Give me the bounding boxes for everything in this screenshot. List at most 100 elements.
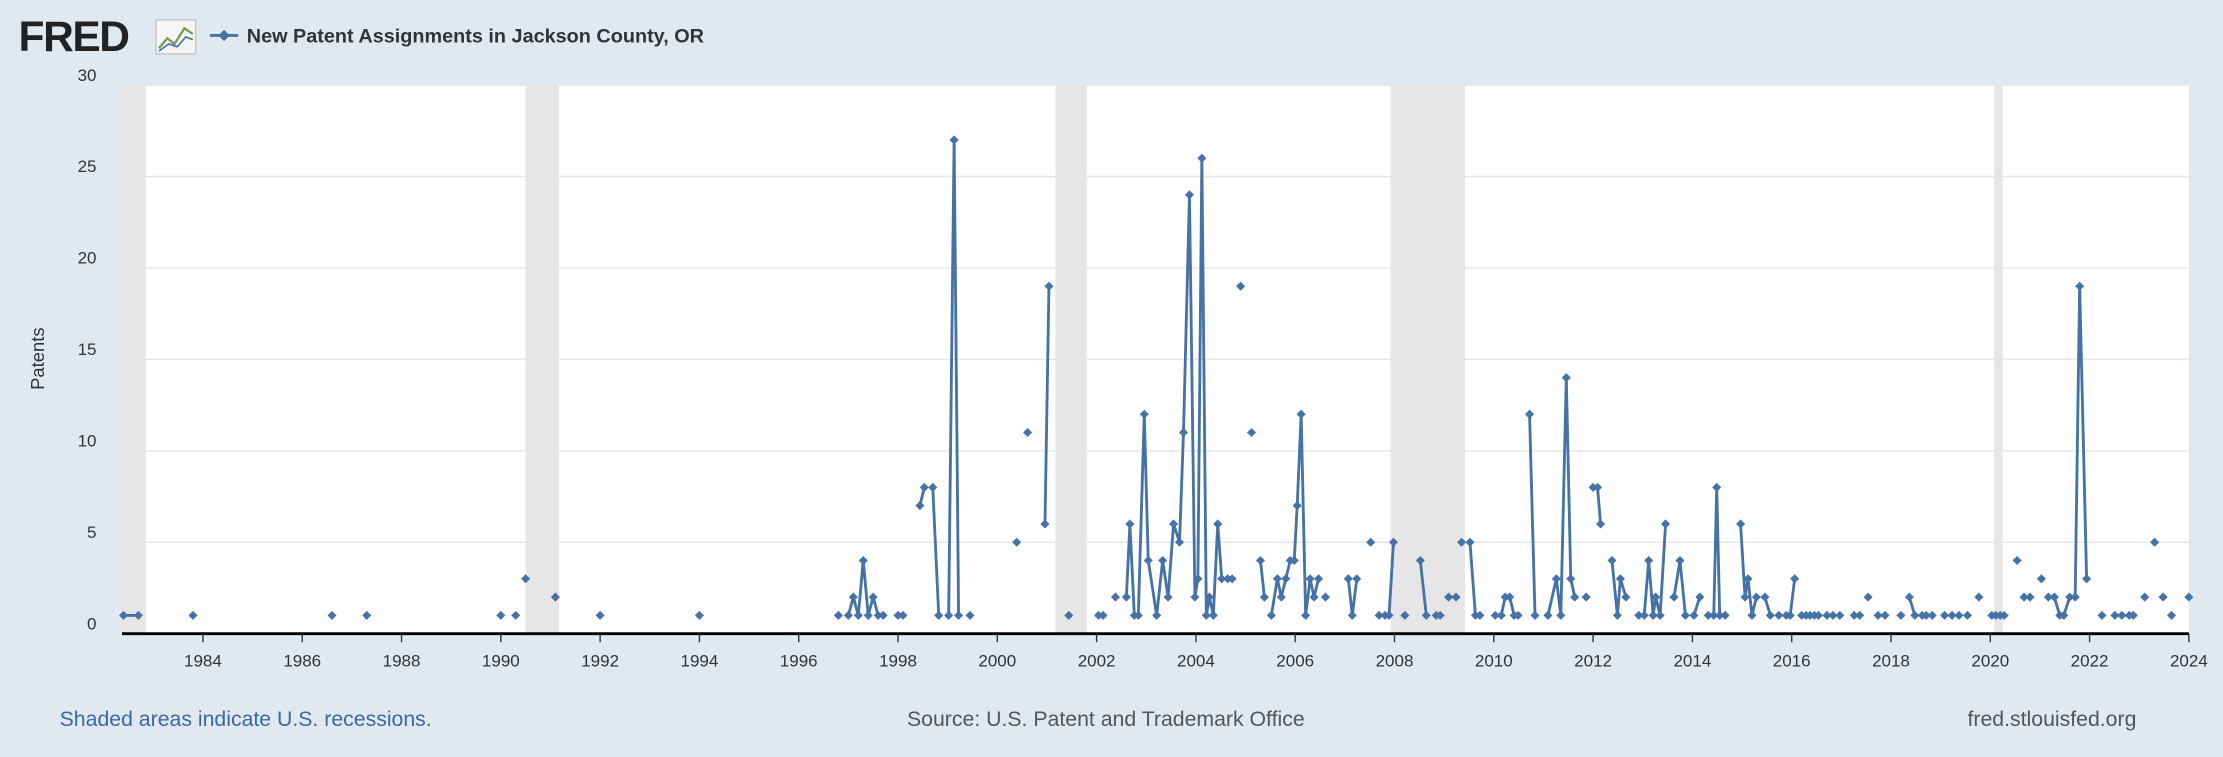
data-point: [2082, 574, 2092, 584]
data-point: [833, 610, 843, 620]
data-point: [1227, 574, 1237, 584]
data-point: [1543, 610, 1553, 620]
x-tick-label: 1988: [383, 651, 421, 670]
y-tick-label: 15: [78, 340, 97, 359]
data-point: [1296, 409, 1306, 419]
data-point: [1940, 610, 1950, 620]
data-point: [1384, 610, 1394, 620]
x-tick-label: 2012: [1574, 651, 1612, 670]
data-point: [1790, 574, 1800, 584]
x-tick-label: 2010: [1475, 651, 1513, 670]
data-point: [1139, 409, 1149, 419]
data-point: [1388, 537, 1399, 547]
data-point: [1435, 610, 1445, 620]
data-point: [1644, 555, 1654, 566]
x-tick-label: 2014: [1673, 651, 1711, 670]
data-point: [1023, 427, 1033, 438]
data-point: [1347, 610, 1357, 620]
data-point: [1896, 610, 1906, 620]
data-point: [1593, 482, 1603, 492]
x-tick-label: 2022: [2071, 651, 2109, 670]
series-line: [931, 487, 941, 616]
legend-label: New Patent Assignments in Jackson County…: [247, 26, 704, 48]
data-point: [1639, 610, 1649, 620]
data-point: [1669, 592, 1679, 602]
data-point: [1849, 610, 1859, 620]
data-point: [944, 610, 954, 620]
data-point: [1621, 592, 1631, 602]
series-line: [1610, 560, 1628, 617]
data-point: [1236, 281, 1246, 291]
series-line: [1418, 560, 1428, 616]
data-point: [2184, 592, 2194, 602]
data-point: [1740, 592, 1750, 602]
data-point: [2012, 555, 2022, 566]
data-point: [954, 610, 964, 620]
data-point: [188, 610, 198, 620]
legend: New Patent Assignments in Jackson County…: [209, 26, 704, 48]
data-point: [1352, 574, 1362, 584]
logo[interactable]: FRED: [19, 14, 130, 61]
data-point: [1612, 610, 1622, 620]
data-point: [965, 610, 975, 620]
x-tick-label: 2000: [978, 651, 1016, 670]
data-point: [2128, 610, 2138, 620]
data-point: [1785, 610, 1795, 620]
data-point: [1374, 610, 1384, 620]
data-point: [362, 610, 372, 620]
data-point: [1098, 610, 1108, 620]
data-point: [1184, 190, 1194, 200]
data-point: [1513, 610, 1523, 620]
data-point: [1125, 519, 1135, 529]
recession-note[interactable]: Shaded areas indicate U.S. recessions.: [60, 707, 432, 731]
data-point: [694, 610, 704, 620]
data-point: [853, 610, 863, 620]
data-point: [1012, 537, 1022, 547]
data-point: [1204, 592, 1214, 602]
site-link[interactable]: fred.stlouisfed.org: [1968, 707, 2137, 731]
data-point: [1064, 610, 1074, 620]
data-point: [868, 592, 878, 602]
data-point: [1152, 610, 1162, 620]
data-point: [1320, 592, 1331, 602]
data-point: [2097, 610, 2107, 620]
data-point: [1703, 610, 1713, 620]
data-point: [1197, 153, 1207, 163]
data-point: [1314, 574, 1324, 584]
data-point: [1570, 592, 1580, 602]
x-tick-label: 1990: [482, 651, 520, 670]
data-point: [1110, 592, 1121, 602]
data-point: [1974, 592, 1984, 602]
data-point: [1675, 555, 1685, 566]
series-line: [1528, 414, 1537, 616]
y-tick-label: 25: [78, 157, 97, 176]
data-point: [1813, 610, 1824, 620]
series-line: [1043, 286, 1051, 524]
y-tick-label: 0: [87, 614, 96, 633]
data-point: [1415, 555, 1425, 566]
data-point: [1190, 592, 1200, 602]
data-point: [1910, 610, 1920, 620]
data-point: [898, 610, 908, 620]
data-point: [1158, 555, 1168, 566]
y-tick-label: 20: [78, 249, 97, 268]
data-point: [1747, 610, 1757, 620]
data-point: [1751, 592, 1761, 602]
data-point: [1465, 537, 1475, 547]
data-point: [1281, 574, 1291, 584]
x-tick-label: 2024: [2170, 651, 2208, 670]
y-tick-label: 30: [78, 66, 97, 85]
data-point: [1456, 537, 1467, 547]
data-point: [1689, 610, 1699, 620]
data-point: [2166, 610, 2177, 620]
data-point: [118, 610, 129, 620]
x-tick-label: 2004: [1177, 651, 1215, 670]
y-tick-label: 5: [87, 523, 96, 542]
data-point: [1169, 519, 1179, 529]
data-point: [1954, 610, 1964, 620]
data-point: [1163, 592, 1173, 602]
data-point: [858, 555, 868, 566]
data-point: [1828, 610, 1838, 620]
data-point: [1143, 555, 1153, 566]
